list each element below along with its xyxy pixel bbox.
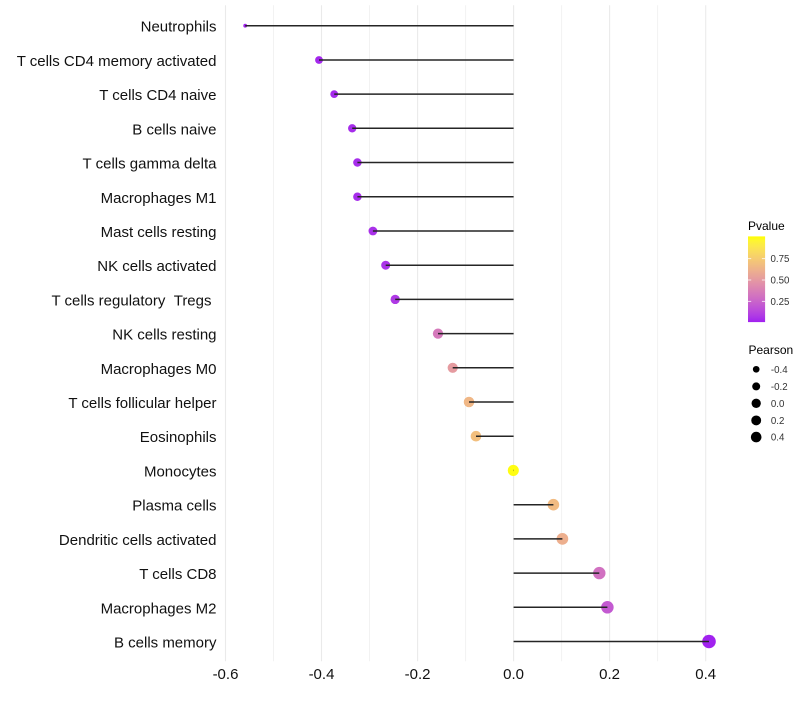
- svg-text:Plasma cells: Plasma cells: [132, 498, 216, 515]
- svg-text:Macrophages M2: Macrophages M2: [101, 600, 217, 617]
- svg-text:Macrophages M1: Macrophages M1: [101, 190, 217, 207]
- svg-text:0.25: 0.25: [771, 297, 790, 308]
- svg-text:T cells follicular helper: T cells follicular helper: [68, 395, 216, 412]
- svg-text:T cells CD4 memory activated: T cells CD4 memory activated: [17, 53, 217, 70]
- svg-text:Neutrophils: Neutrophils: [141, 19, 217, 36]
- svg-text:Mast cells resting: Mast cells resting: [101, 224, 217, 241]
- svg-text:Dendritic cells activated: Dendritic cells activated: [59, 532, 217, 549]
- svg-text:T cells gamma delta: T cells gamma delta: [83, 156, 218, 173]
- svg-text:-0.6: -0.6: [213, 666, 239, 683]
- svg-text:T cells CD8: T cells CD8: [139, 566, 216, 583]
- svg-text:T cells CD4 naive: T cells CD4 naive: [99, 87, 216, 104]
- svg-text:Macrophages M0: Macrophages M0: [101, 361, 217, 378]
- svg-text:Pvalue: Pvalue: [748, 219, 785, 233]
- svg-text:0.2: 0.2: [599, 666, 620, 683]
- svg-text:T cells regulatory Tregs: T cells regulatory Tregs: [51, 292, 211, 309]
- svg-text:NK cells resting: NK cells resting: [112, 327, 216, 344]
- svg-text:0.2: 0.2: [771, 416, 784, 427]
- svg-text:Eosinophils: Eosinophils: [140, 429, 217, 446]
- svg-text:-0.4: -0.4: [309, 666, 335, 683]
- svg-text:0.4: 0.4: [695, 666, 716, 683]
- svg-text:B cells naive: B cells naive: [132, 121, 216, 138]
- svg-text:-0.4: -0.4: [771, 365, 788, 376]
- svg-text:Monocytes: Monocytes: [144, 463, 217, 480]
- svg-text:0.0: 0.0: [503, 666, 524, 683]
- svg-text:0.4: 0.4: [771, 433, 785, 444]
- svg-text:B cells memory: B cells memory: [114, 635, 217, 652]
- svg-text:0.75: 0.75: [771, 254, 790, 265]
- svg-text:NK cells activated: NK cells activated: [97, 258, 216, 275]
- svg-text:0.50: 0.50: [771, 276, 790, 287]
- svg-text:Pearson: Pearson: [749, 343, 794, 357]
- svg-text:-0.2: -0.2: [771, 382, 788, 393]
- svg-text:-0.2: -0.2: [405, 666, 431, 683]
- svg-text:0.0: 0.0: [771, 399, 785, 410]
